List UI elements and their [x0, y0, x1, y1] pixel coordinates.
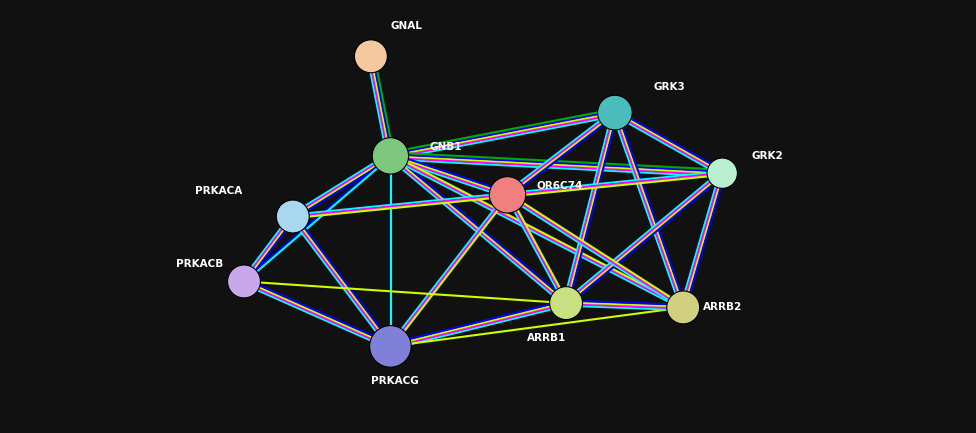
Circle shape	[489, 177, 526, 213]
Circle shape	[667, 291, 700, 324]
Circle shape	[549, 287, 583, 320]
Circle shape	[707, 158, 738, 188]
Circle shape	[227, 265, 261, 298]
Text: PRKACG: PRKACG	[371, 376, 419, 386]
Text: GRK3: GRK3	[654, 81, 686, 92]
Text: PRKACB: PRKACB	[176, 259, 223, 269]
Circle shape	[597, 95, 632, 130]
Circle shape	[354, 40, 387, 73]
Text: GNAL: GNAL	[390, 21, 423, 31]
Text: GRK2: GRK2	[752, 151, 784, 161]
Circle shape	[276, 200, 309, 233]
Circle shape	[372, 138, 409, 174]
Text: GNB1: GNB1	[429, 142, 462, 152]
Text: OR6C74: OR6C74	[537, 181, 584, 191]
Text: ARRB2: ARRB2	[703, 302, 742, 313]
Circle shape	[370, 326, 411, 367]
Text: PRKACA: PRKACA	[195, 185, 242, 196]
Text: ARRB1: ARRB1	[527, 333, 566, 343]
